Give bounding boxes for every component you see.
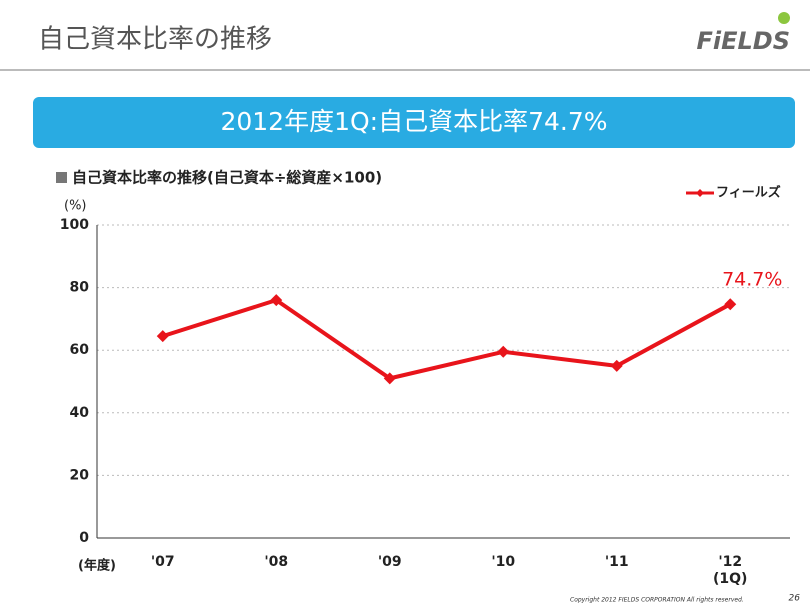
- point: [724, 298, 737, 311]
- y-tick-label: 20: [70, 467, 90, 483]
- x-tick-label: '12 (1Q): [713, 554, 747, 587]
- point: [270, 294, 283, 307]
- legend-marker: [696, 189, 704, 197]
- x-tick-label: '09: [378, 554, 402, 570]
- bullet: [56, 172, 67, 183]
- y-tick-label: 60: [70, 342, 90, 358]
- x-tick-label: '10: [491, 554, 515, 570]
- chart-title: 自己資本比率の推移(自己資本÷総資産×100): [72, 169, 382, 187]
- value-label: 74.7%: [722, 269, 782, 291]
- x-tick-label: '11: [605, 554, 629, 570]
- banner-text: 2012年度1Q:自己資本比率74.7%: [220, 107, 607, 136]
- x-tick-label: '08: [264, 554, 288, 570]
- copyright: Copyright 2012 FIELDS CORPORATION All ri…: [570, 597, 744, 604]
- point: [610, 359, 623, 372]
- point: [156, 330, 169, 343]
- point: [497, 345, 510, 358]
- y-tick-label: 80: [70, 280, 90, 296]
- logo-icon: [778, 12, 790, 24]
- point: [383, 372, 396, 385]
- header-title: 自己資本比率の推移: [38, 25, 272, 55]
- legend-label: フィールズ: [716, 185, 781, 201]
- x-axis-label: (年度): [78, 558, 116, 574]
- y-tick-label: 100: [60, 217, 89, 233]
- series-line: [162, 298, 732, 381]
- y-axis-label: (%): [64, 199, 87, 214]
- x-tick-label: '07: [151, 554, 175, 570]
- y-tick-label: 40: [70, 405, 90, 421]
- y-tick-label: 0: [79, 530, 89, 546]
- page-number: 26: [789, 594, 801, 604]
- banner: [33, 97, 795, 148]
- logo: FiELDS: [696, 27, 790, 55]
